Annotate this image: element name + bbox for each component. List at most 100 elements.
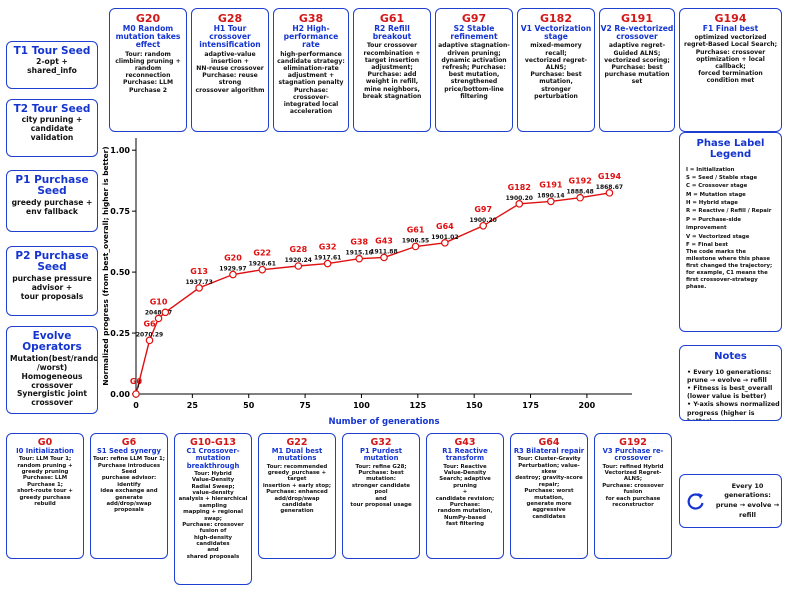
point-label: G0: [130, 377, 143, 386]
milestone-card-g28: G28 H1 Tour crossover intensification ad…: [191, 8, 269, 132]
cycle-card: Every 10 generations: prune → evolve → r…: [679, 474, 782, 528]
x-tick-label: 200: [579, 401, 596, 410]
point-label: G182: [508, 183, 531, 192]
milestone-card-g194: G194 F1 Final best optimized vectorized …: [679, 8, 782, 132]
milestone-title: R1 Reactive transform: [442, 447, 488, 463]
milestone-title: R2 Refill breakout: [372, 24, 412, 42]
legend-line: H = Hybrid stage: [686, 200, 738, 207]
milestone-card-g182: G182 V1 Vectorization stage mixed-memory…: [517, 8, 595, 132]
y-tick-label: 0.50: [110, 268, 130, 277]
note-line: • Y-axis shows normalized progress (high…: [687, 401, 780, 420]
milestone-title: F1 Final best: [702, 24, 759, 33]
data-point: [605, 189, 614, 197]
milestone-description: Tour: Reactive Value-Density Search; ada…: [435, 463, 495, 528]
milestone-card-g20: G20 M0 Random mutation takes effect Tour…: [109, 8, 187, 132]
seed-title: Evolve Operators: [22, 330, 82, 354]
seed-description: city pruning + candidate validation: [21, 115, 83, 143]
milestone-description: adaptive-value insertion + NN-reuse cros…: [195, 50, 265, 94]
x-tick-label: 100: [353, 401, 370, 410]
cycle-line-2: prune → evolve → refill: [715, 501, 780, 519]
legend-line: S = Seed / Stable stage: [686, 174, 758, 181]
legend-line: M = Mutation stage: [686, 191, 746, 198]
seed-description: greedy purchase + env fallback: [11, 197, 93, 216]
seed-title: P1 Purchase Seed: [15, 174, 89, 198]
milestone-description: high-performance candidate strategy: eli…: [277, 50, 345, 116]
point-value-label: 1901.02: [431, 234, 458, 241]
milestone-card-g64: G64 R3 Bilateral repair Tour: Cluster-Gr…: [510, 433, 588, 559]
data-point: [258, 265, 267, 274]
x-tick-label: 175: [522, 401, 539, 410]
point-label: G43: [375, 236, 393, 245]
point-label: G192: [569, 177, 592, 186]
y-tick-label: 0.00: [110, 390, 130, 399]
milestone-description: Tour: refined Hybrid Vectorized Regret-A…: [602, 463, 664, 508]
point-value-label: 1926.61: [249, 261, 276, 268]
x-tick-label: 0: [133, 401, 139, 410]
milestone-card-g192: G192 V3 Purchase re-crossover Tour: refi…: [594, 433, 672, 559]
legend-title: Phase Label Legend: [696, 138, 765, 160]
milestone-title: V3 Purchase re-crossover: [602, 447, 664, 463]
milestone-description: Tour: Cluster-Gravity Perturbation; valu…: [515, 456, 583, 520]
data-point: [132, 390, 140, 398]
milestone-code: G38: [298, 12, 324, 25]
seed-description: Mutation(best/random /worst) Homogeneous…: [10, 353, 98, 408]
milestone-code: G6: [121, 437, 137, 448]
milestone-description: mixed-memory recall; vectorized regret-A…: [524, 42, 588, 100]
chart-axes: 0 25 50 75 100 125 150 175 200 0.00 0.25 0.50 0.75 1.…: [101, 138, 632, 427]
cycle-line-1: Every 10 generations:: [724, 481, 771, 500]
seed-title: P2 Purchase Seed: [15, 250, 89, 274]
data-point: [479, 221, 488, 230]
legend-line: F = Final best: [686, 241, 728, 248]
point-value-label: 1900.20: [470, 217, 497, 224]
point-label: G6: [143, 319, 156, 328]
point-label: G61: [407, 225, 425, 234]
data-point: [294, 262, 303, 270]
x-tick-label: 150: [466, 401, 483, 410]
point-value-label: 1906.55: [402, 237, 429, 244]
milestone-title: R3 Bilateral repair: [513, 447, 585, 455]
point-label: G10: [150, 297, 168, 306]
milestone-title: M1 Dual best mutations: [271, 447, 323, 463]
data-point: [411, 242, 420, 251]
milestone-card-g22: G22 M1 Dual best mutations Tour: recomme…: [258, 433, 336, 559]
point-value-label: 1911.88: [370, 248, 397, 255]
milestone-description: Tour: LLM Tour 1; random pruning + greed…: [17, 456, 73, 507]
point-value-label: 2048.37: [145, 309, 172, 316]
data-point: [576, 193, 584, 202]
milestone-code: G32: [370, 437, 392, 448]
data-point: [154, 314, 163, 323]
milestone-title: P1 Purdest mutation: [359, 447, 403, 463]
milestone-title: H2 High-performance rate: [283, 24, 339, 50]
milestone-description: Tour: refine LLM Tour 1; Purchase introd…: [93, 456, 165, 514]
milestone-title: S2 Stable refinement: [450, 24, 498, 42]
point-value-label: 1920.24: [285, 257, 312, 264]
x-tick-label: 75: [300, 401, 312, 410]
x-axis-label: Number of generations: [328, 417, 439, 427]
point-value-label: 1915.16: [346, 250, 373, 257]
seed-card-p2: P2 Purchase Seed purchase pressure advis…: [6, 246, 98, 316]
point-value-label: 1917.61: [314, 255, 341, 262]
milestone-code: G182: [540, 12, 572, 25]
data-point: [441, 239, 449, 247]
point-label: G28: [289, 245, 307, 254]
point-label: G22: [253, 249, 271, 258]
legend-line: V = Vectorized stage: [686, 233, 750, 240]
milestone-description: Tour: refine G28; Purchase: best mutatio…: [350, 463, 412, 508]
data-point: [229, 270, 237, 279]
x-tick-label: 50: [243, 401, 255, 410]
point-value-label: 1890.14: [537, 192, 564, 199]
milestone-code: G97: [461, 12, 487, 25]
point-value-label: 1888.48: [566, 189, 593, 196]
legend-line: R = Reactive / Refill / Repair: [686, 208, 772, 215]
milestone-code: G61: [379, 12, 405, 25]
point-value-label: 1900.20: [506, 195, 533, 202]
seed-card-t2: T2 Tour Seed city pruning + candidate va…: [6, 99, 98, 157]
data-point: [380, 253, 388, 262]
milestone-card-g61: G61 R2 Refill breakout Tour crossover re…: [353, 8, 431, 132]
cycle-arrow-icon: [687, 493, 704, 510]
milestone-card-g10-g13: G10-G13 C1 Crossover-mutation breakthrou…: [174, 433, 252, 585]
point-label: G20: [224, 254, 242, 263]
milestone-title: M0 Random mutation takes effect: [115, 24, 181, 50]
milestone-description: Tour crossover recombination + target in…: [362, 42, 422, 100]
y-tick-label: 0.75: [110, 207, 130, 216]
